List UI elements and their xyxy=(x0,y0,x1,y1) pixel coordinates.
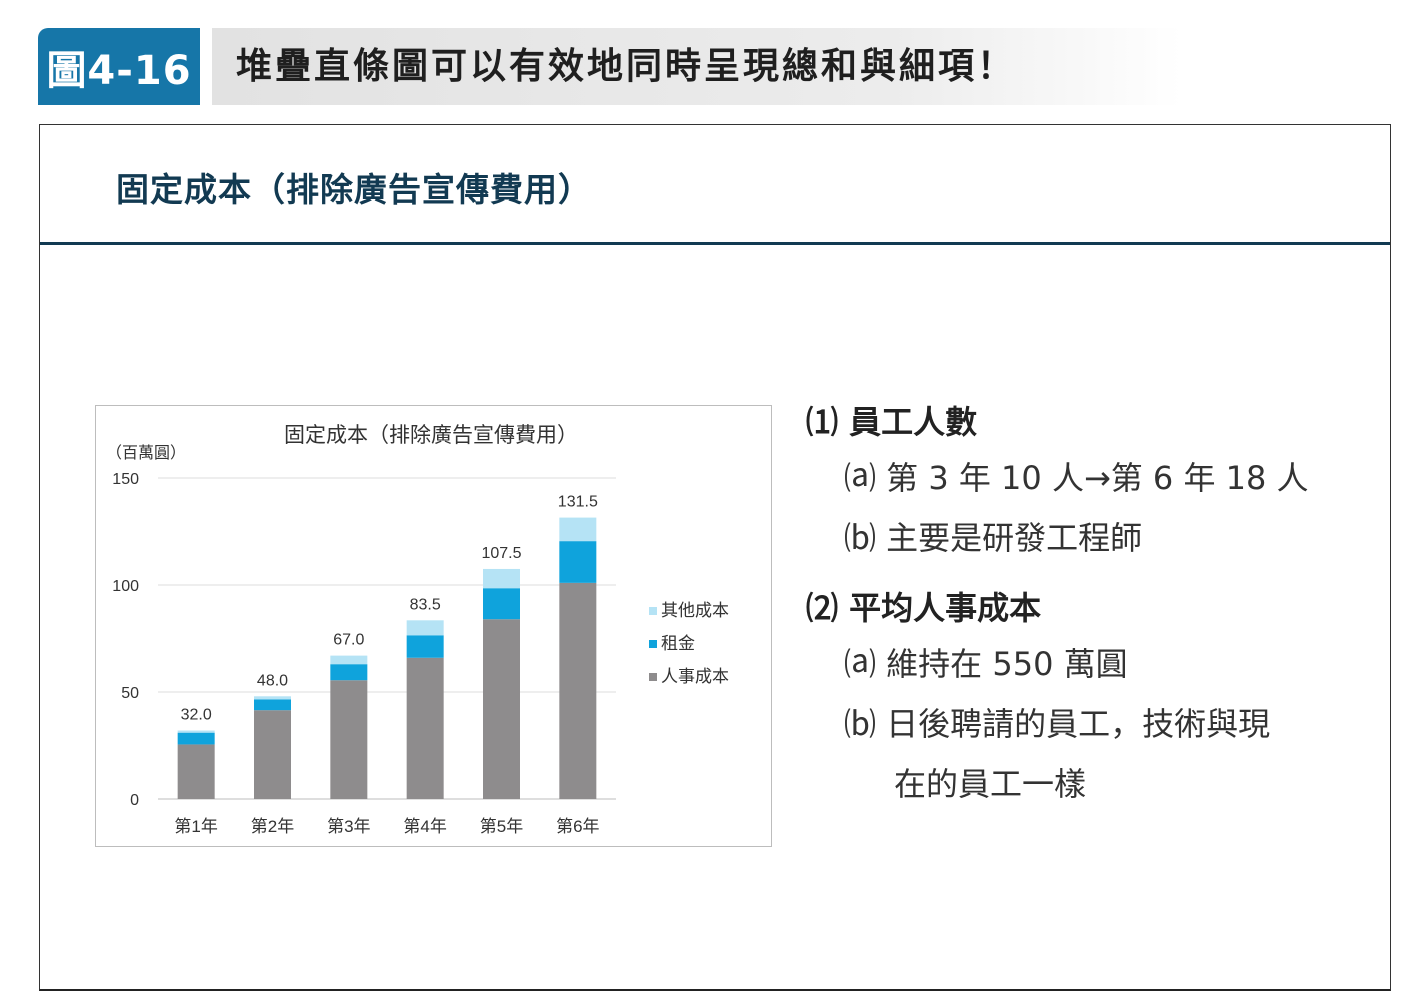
bar-segment xyxy=(483,619,520,799)
note-item: ⒝ 主要是研發工程師 xyxy=(844,519,1143,557)
bar-total-label: 48.0 xyxy=(257,672,288,689)
bar-segment xyxy=(559,517,597,542)
note-heading-personnel-cost: ⑵ 平均人事成本 xyxy=(806,589,1042,627)
x-tick-label: 第4年 xyxy=(403,817,446,836)
note-heading-employees: ⑴ 員工人數 xyxy=(806,403,978,441)
x-tick-label: 第1年 xyxy=(174,817,217,836)
bar-total-label: 83.5 xyxy=(410,596,441,613)
figure-tag: 圖4-16 xyxy=(38,28,200,105)
section-header: 固定成本（排除廣告宣傳費用） xyxy=(40,125,1390,245)
bar-segment xyxy=(330,655,368,665)
legend-swatch xyxy=(649,673,657,681)
bar-segment xyxy=(177,732,215,745)
bar-total-label: 32.0 xyxy=(181,707,212,724)
section-title: 固定成本（排除廣告宣傳費用） xyxy=(116,170,592,209)
figure-title-background xyxy=(212,28,1182,105)
bar-segment xyxy=(177,744,215,799)
chart-title: 固定成本（排除廣告宣傳費用） xyxy=(284,424,578,447)
x-tick-label: 第5年 xyxy=(480,817,523,836)
y-tick-label: 100 xyxy=(112,578,139,595)
bar-total-label: 131.5 xyxy=(558,494,598,511)
bar-segment xyxy=(406,620,444,636)
bar-segment xyxy=(254,710,291,799)
bar-segment xyxy=(559,541,597,583)
bar-segment xyxy=(406,635,444,658)
legend-label: 其他成本 xyxy=(661,601,729,620)
bar-segment xyxy=(483,588,520,620)
bar-segment xyxy=(254,699,291,711)
x-tick-label: 第3年 xyxy=(327,817,370,836)
bar-total-label: 107.5 xyxy=(481,545,521,562)
bar-segment xyxy=(559,582,597,799)
note-item: ⒜ 第 3 年 10 人→第 6 年 18 人 xyxy=(844,459,1309,497)
notes-panel: ⑴ 員工人數 ⒜ 第 3 年 10 人→第 6 年 18 人 ⒝ 主要是研發工程… xyxy=(806,396,1366,814)
y-tick-label: 150 xyxy=(112,471,139,488)
note-item: ⒜ 維持在 550 萬圓 xyxy=(844,645,1128,683)
bar-segment xyxy=(177,730,215,733)
content-frame: 固定成本（排除廣告宣傳費用） xyxy=(39,124,1391,991)
bar-segment xyxy=(254,696,291,700)
legend-label: 租金 xyxy=(661,634,695,653)
y-axis-unit-label: （百萬圓） xyxy=(106,444,186,462)
figure-title: 堆疊直條圖可以有效地同時呈現總和與細項！ xyxy=(236,46,1017,87)
bar-total-label: 67.0 xyxy=(333,632,364,649)
bar-segment xyxy=(483,568,520,589)
note-item-continuation: 在的員工一樣 xyxy=(894,765,1087,803)
bar-segment xyxy=(406,657,444,799)
legend-swatch xyxy=(649,607,657,615)
x-tick-label: 第2年 xyxy=(251,817,294,836)
x-tick-label: 第6年 xyxy=(556,817,599,836)
note-item: ⒝ 日後聘請的員工，技術與現 xyxy=(844,705,1271,743)
y-tick-label: 0 xyxy=(130,792,139,809)
legend-swatch xyxy=(649,640,657,648)
stacked-bar-chart: 固定成本（排除廣告宣傳費用） （百萬圓） 0 50 100 150 32.0 第1年 48.0 第… xyxy=(95,405,772,847)
legend-label: 人事成本 xyxy=(661,667,729,686)
bar-segment xyxy=(330,680,368,799)
chart-canvas: 固定成本（排除廣告宣傳費用） （百萬圓） 0 50 100 150 32.0 第1年 48.0 第… xyxy=(106,424,729,836)
bar-segment xyxy=(330,664,368,681)
y-tick-label: 50 xyxy=(121,685,139,702)
